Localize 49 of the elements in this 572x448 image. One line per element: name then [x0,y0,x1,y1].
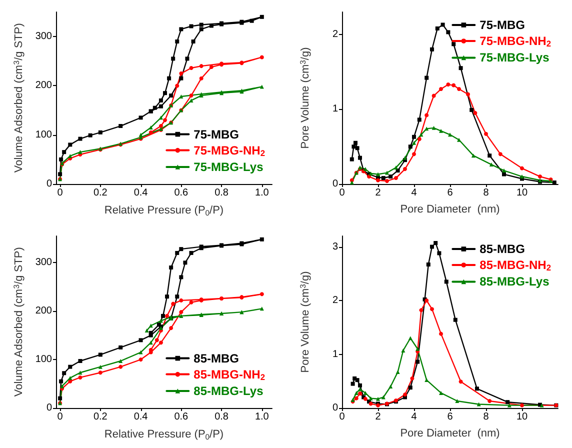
y-tick-label: 3 [332,241,338,252]
x-tick-label: 1.0 [254,412,270,422]
x-tick-label: 0 [339,412,346,422]
x-tick-label: 0.6 [174,188,189,198]
x-tick-label: 0.6 [174,412,189,422]
x-tick-label: 8 [483,412,490,422]
legend-label: 85-MBG [480,242,526,256]
y-tick-label: 2 [332,28,338,40]
x-tick-label: 4 [411,412,418,422]
y-tick-label: 0 [46,178,52,190]
x-tick-label: 0.4 [134,188,148,198]
y-tick-label: 0 [332,402,338,414]
x-tick-label: 0 [57,412,64,422]
legend-label: 75-MBG-Lys [480,50,550,65]
y-tick-label: 2 [332,295,338,306]
y-tick-label: 300 [35,31,52,42]
x-tick-label: 0.2 [93,188,108,198]
x-tick-label: 0.2 [93,412,108,422]
x-tick-label: 0.8 [214,188,229,198]
x-tick-label: 10 [516,412,528,422]
x-tick-label: 6 [447,412,454,422]
legend-label: 75-MBG [194,127,240,142]
x-tick-label: 6 [447,188,454,198]
x-tick-label: 2 [375,188,382,198]
y-tick-label: 1 [332,104,338,115]
y-tick-label: 200 [35,80,52,92]
legend-label: 85-MBG-Lys [194,384,264,398]
y-tick-label: 300 [35,257,52,268]
x-tick-label: 4 [411,188,418,198]
legend-label: 75-MBG-Lys [194,160,264,174]
y-tick-label: 100 [35,129,52,140]
legend-label: 85-MBG-Lys [480,274,550,289]
x-tick-label: 1.0 [254,188,270,198]
x-tick-label: 8 [483,188,490,198]
x-axis-title: Pore Diameter (nm) [400,428,500,440]
y-tick-label: 0 [332,178,338,190]
legend-label: 85-MBG [194,351,240,366]
x-axis-title: Pore Diameter (nm) [400,204,500,216]
y-tick-label: 1 [332,348,338,360]
y-tick-label: 100 [35,354,52,366]
x-tick-label: 0 [57,188,64,198]
x-tick-label: 10 [516,188,528,198]
x-tick-label: 0.8 [214,412,229,422]
legend-label: 75-MBG [480,18,526,32]
y-tick-label: 200 [35,306,52,317]
y-tick-label: 0 [46,402,52,414]
x-tick-label: 2 [375,412,382,422]
x-tick-label: 0.4 [134,412,148,422]
x-tick-label: 0 [339,188,346,198]
